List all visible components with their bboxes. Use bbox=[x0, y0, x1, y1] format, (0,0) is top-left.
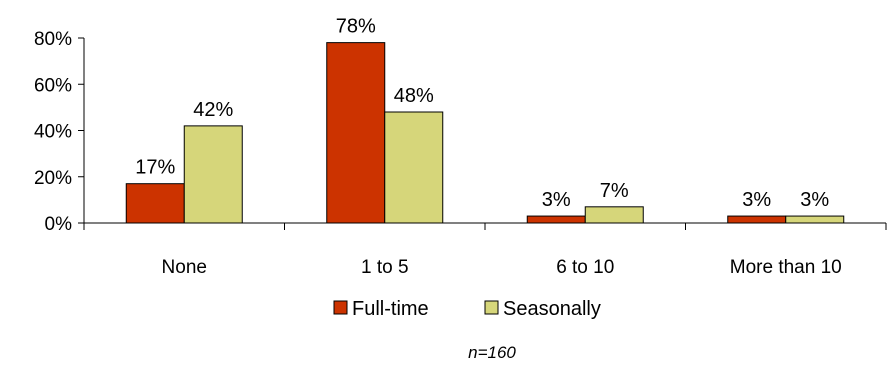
data-label: 7% bbox=[600, 180, 629, 202]
legend-swatch bbox=[333, 300, 348, 315]
bar-full-time bbox=[125, 183, 185, 224]
data-label: 48% bbox=[394, 85, 434, 107]
bars: 17% 78% 3% 3% 42% 48% 7% 3% bbox=[125, 16, 845, 224]
data-label: 3% bbox=[742, 189, 771, 211]
bar-seasonally bbox=[384, 111, 444, 224]
sample-size-note: n=160 bbox=[468, 343, 516, 362]
y-tick-label: 80% bbox=[34, 29, 72, 50]
bar-full-time bbox=[727, 215, 787, 224]
x-axis: None 1 to 5 6 to 10 More than 10 bbox=[83, 222, 887, 278]
x-category-label: 6 to 10 bbox=[556, 257, 614, 278]
y-tick-label: 0% bbox=[45, 214, 73, 235]
y-tick-label: 20% bbox=[34, 168, 72, 189]
bar-seasonally bbox=[584, 206, 644, 224]
data-label: 17% bbox=[135, 157, 175, 179]
legend-label: Full-time bbox=[352, 298, 429, 320]
bar-full-time bbox=[526, 215, 586, 224]
data-label: 3% bbox=[542, 189, 571, 211]
x-category-label: More than 10 bbox=[730, 257, 842, 278]
data-label: 42% bbox=[193, 99, 233, 121]
legend: Full-time Seasonally bbox=[333, 298, 601, 320]
x-category-label: None bbox=[162, 257, 207, 278]
bar-full-time bbox=[326, 42, 386, 224]
data-label: 78% bbox=[336, 16, 376, 38]
bar-seasonally bbox=[183, 125, 243, 224]
legend-label: Seasonally bbox=[503, 298, 601, 320]
legend-swatch bbox=[484, 300, 499, 315]
x-category-label: 1 to 5 bbox=[361, 257, 409, 278]
y-axis: 0% 20% 40% 60% 80% bbox=[34, 29, 85, 235]
bar-seasonally bbox=[785, 215, 845, 224]
data-label: 3% bbox=[800, 189, 829, 211]
y-tick-label: 60% bbox=[34, 75, 72, 96]
y-tick-label: 40% bbox=[34, 122, 72, 143]
